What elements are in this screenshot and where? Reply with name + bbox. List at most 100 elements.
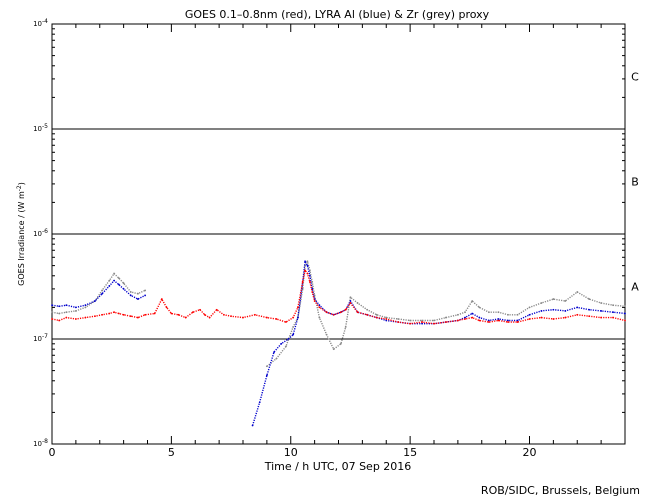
class-boundary-lines — [52, 128, 625, 340]
series-point-goes — [58, 319, 61, 322]
y-tick-exponent: -6 — [42, 228, 48, 235]
series-point-al — [528, 313, 531, 316]
series-point-zr — [471, 300, 474, 302]
series-point-goes — [397, 321, 400, 323]
series-point-zr — [285, 345, 287, 348]
y-tick-base: 10 — [33, 125, 42, 133]
series-point-al — [108, 285, 111, 287]
series-point-zr — [117, 277, 120, 280]
series-point-goes — [191, 311, 194, 314]
series-point-goes — [385, 318, 388, 320]
series-point-al — [308, 274, 311, 277]
series-point-goes — [356, 311, 359, 314]
series-point-al — [318, 304, 321, 307]
series-point-al — [84, 304, 87, 307]
series-point-zr — [292, 326, 295, 328]
series-point-goes — [242, 316, 244, 319]
series-point-goes — [588, 315, 591, 318]
series-point-zr — [275, 357, 278, 360]
series-point-zr — [588, 298, 591, 300]
series-point-goes — [624, 319, 626, 322]
series-point-zr — [552, 298, 555, 300]
series-point-al — [117, 283, 120, 286]
series-point-goes — [516, 321, 519, 323]
x-tick-label: 0 — [49, 446, 56, 459]
y-axis-label-main: GOES Irradiance / (W m — [17, 191, 26, 286]
series-point-goes — [165, 306, 168, 309]
chart-title: GOES 0.1–0.8nm (red), LYRA Al (blue) & Z… — [185, 8, 490, 21]
series-point-al — [612, 311, 614, 314]
series-point-goes — [144, 313, 147, 316]
series-point-goes — [254, 313, 256, 316]
series-point-al — [137, 298, 139, 300]
series-point-zr — [101, 289, 104, 292]
series-point-goes — [488, 321, 490, 323]
series-point-goes — [339, 311, 342, 314]
series-point-al — [464, 316, 466, 319]
series-point-al — [306, 264, 309, 267]
series-line-al — [51, 259, 626, 426]
series-point-zr — [129, 291, 132, 293]
series-point-goes — [208, 316, 211, 319]
series-point-zr — [488, 311, 490, 314]
series-point-goes — [497, 319, 500, 322]
series-point-al — [74, 306, 77, 309]
series-point-zr — [122, 282, 125, 285]
series-point-al — [552, 308, 555, 311]
series-point-goes — [170, 312, 173, 315]
y-axis-label-exponent: -2 — [16, 185, 23, 191]
series-point-al — [113, 279, 115, 282]
series-point-zr — [349, 296, 352, 299]
flare-class-c: C — [631, 71, 639, 84]
series-point-goes — [137, 316, 139, 319]
series-point-zr — [497, 311, 500, 314]
series-point-goes — [297, 306, 299, 309]
series-point-zr — [478, 306, 481, 309]
series-point-al — [251, 424, 254, 427]
series-point-al — [516, 319, 519, 322]
series-point-al — [292, 333, 295, 336]
series-point-goes — [304, 269, 306, 272]
series-point-zr — [318, 316, 321, 319]
series-point-zr — [325, 333, 328, 336]
series-point-zr — [51, 311, 53, 314]
series-point-zr — [624, 305, 626, 308]
series-point-goes — [177, 313, 180, 316]
series-point-goes — [117, 312, 120, 315]
y-tick-label: 10-5 — [33, 123, 48, 133]
series-point-zr — [612, 304, 614, 307]
series-point-goes — [421, 321, 423, 323]
series-point-goes — [265, 316, 268, 319]
x-tick-label: 20 — [523, 446, 537, 459]
series-point-goes — [129, 315, 132, 318]
series-point-goes — [576, 313, 579, 316]
series-point-goes — [318, 306, 321, 309]
series-point-al — [265, 374, 268, 377]
y-tick-exponent: -8 — [42, 438, 48, 445]
x-axis-label: Time / h UTC, 07 Sep 2016 — [264, 460, 412, 473]
series-point-al — [471, 312, 474, 315]
series-point-goes — [540, 316, 543, 319]
series-point-goes — [113, 311, 115, 314]
series-point-goes — [564, 316, 567, 319]
series-point-al — [129, 294, 132, 297]
series-point-zr — [58, 312, 61, 315]
series-point-al — [497, 318, 500, 320]
series-point-goes — [366, 313, 369, 316]
series-point-goes — [84, 316, 87, 319]
series-point-goes — [199, 308, 201, 311]
series-point-zr — [564, 300, 567, 302]
series-point-zr — [540, 302, 543, 304]
y-axis-label-close: ) — [17, 182, 26, 185]
series-point-al — [122, 288, 125, 290]
y-tick-base: 10 — [33, 335, 42, 343]
series-point-goes — [122, 313, 125, 316]
series-point-zr — [332, 348, 335, 351]
series-point-goes — [203, 313, 206, 316]
series-point-zr — [397, 318, 400, 320]
y-tick-base: 10 — [33, 230, 42, 238]
series-point-zr — [339, 342, 342, 345]
series-point-goes — [478, 319, 481, 322]
series-point-goes — [285, 321, 287, 323]
